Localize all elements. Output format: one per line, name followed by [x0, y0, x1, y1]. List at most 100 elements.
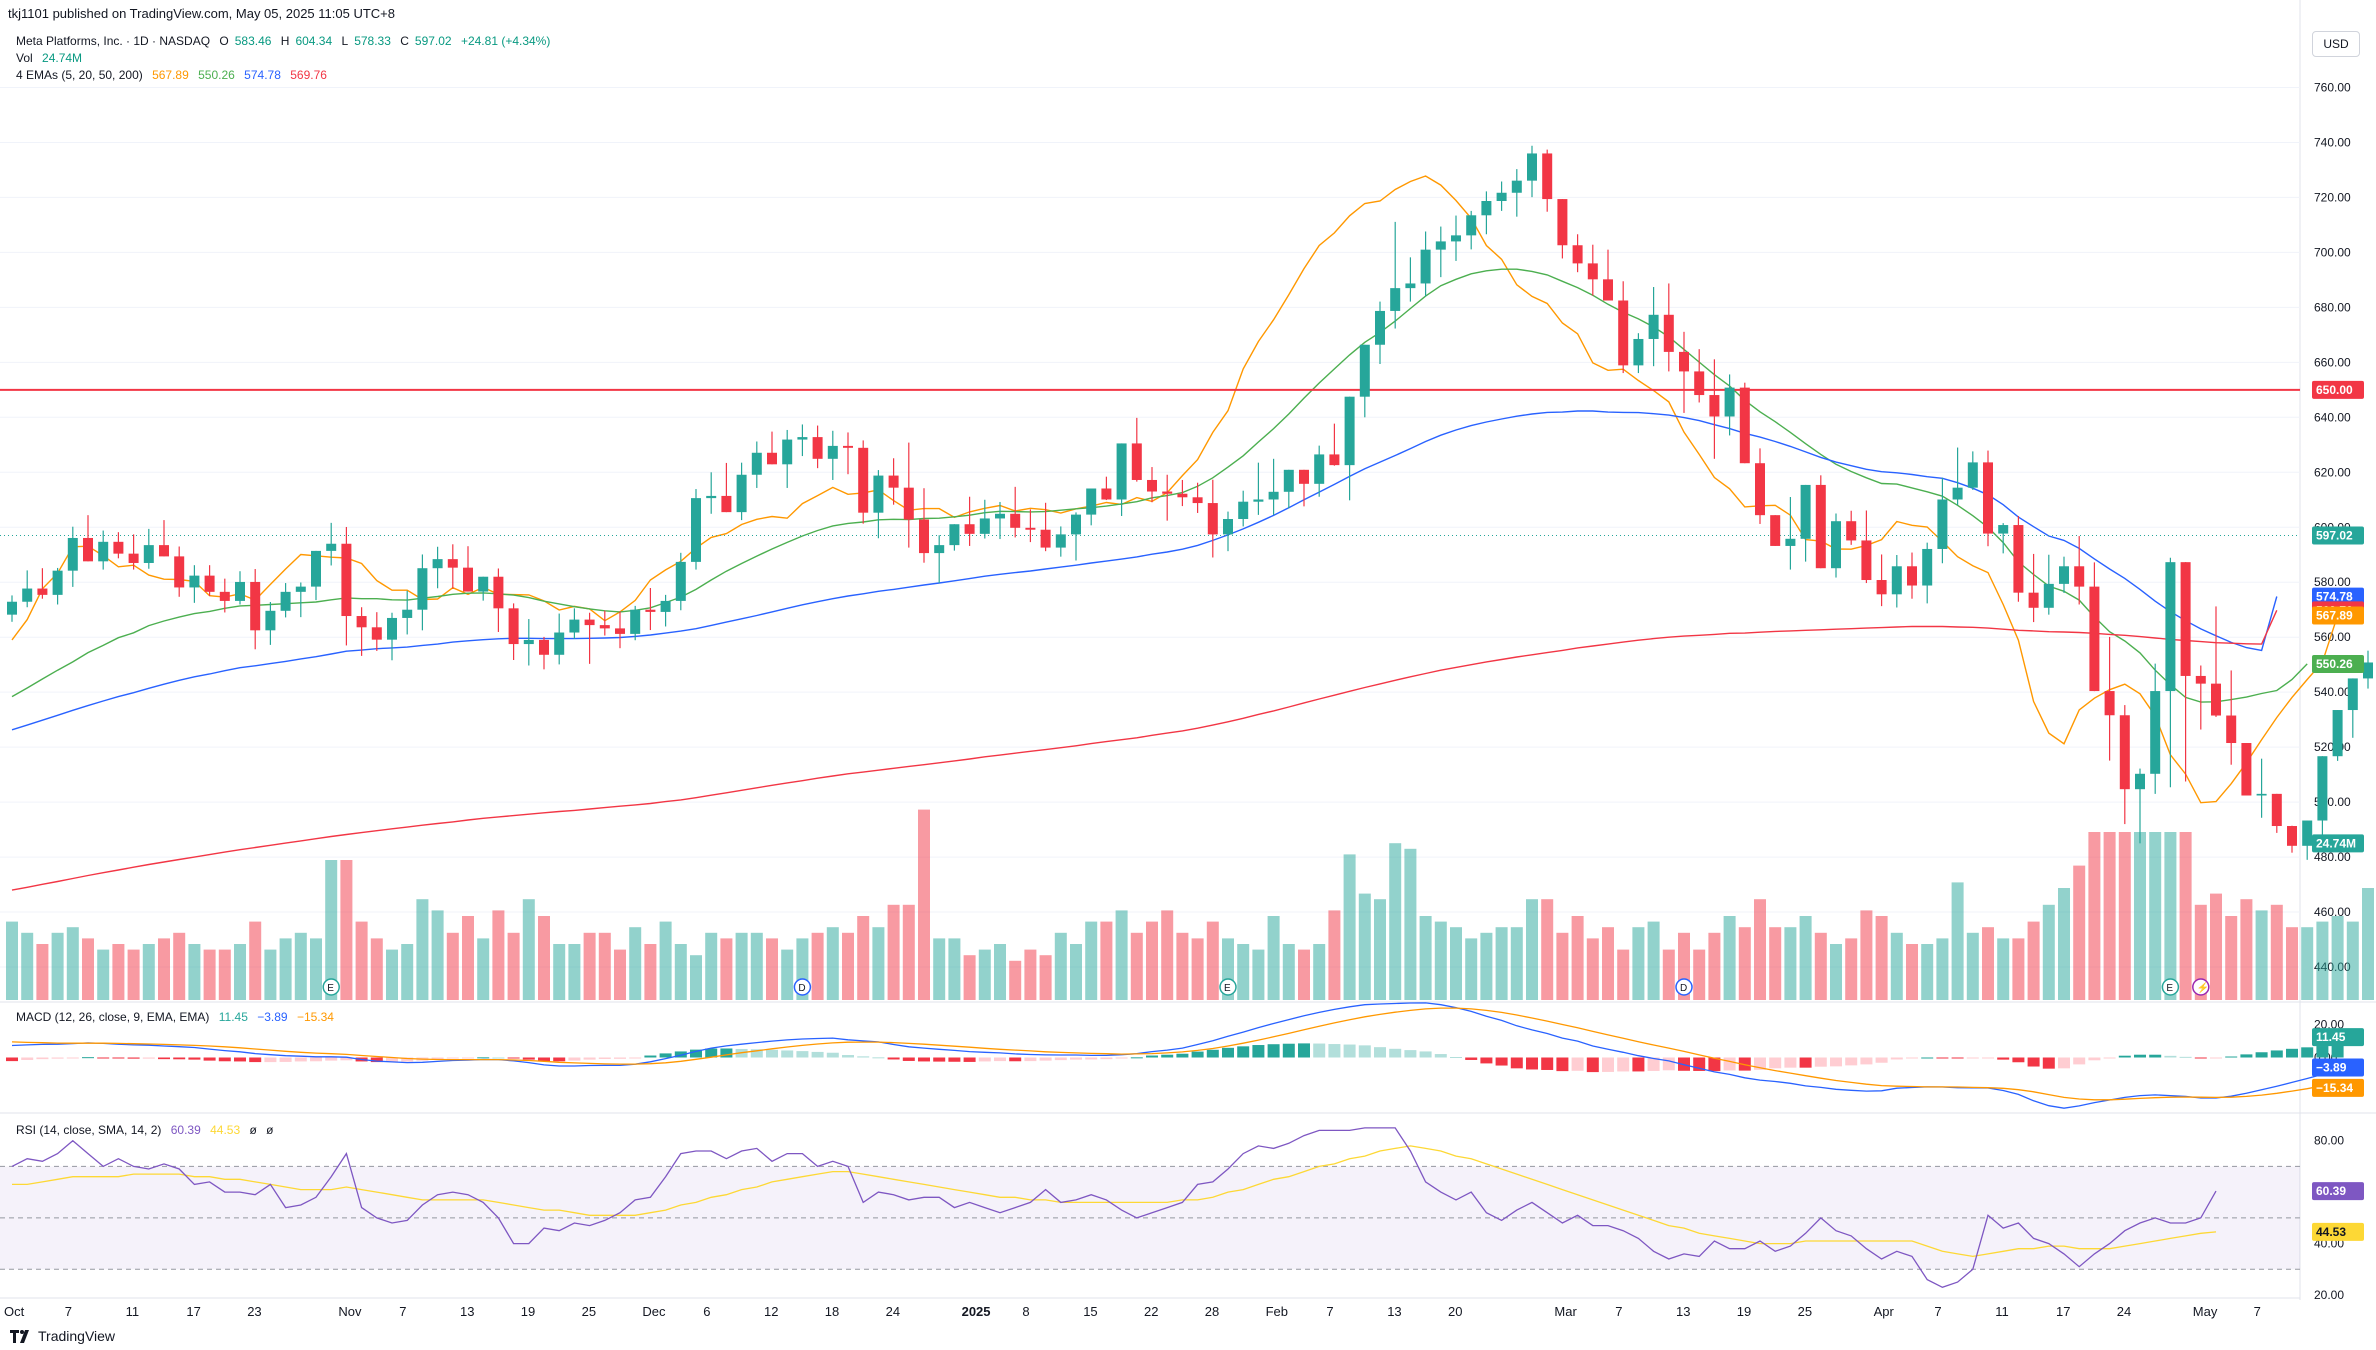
macd-histogram-bar: [948, 1057, 961, 1062]
ema-line: [11, 610, 2278, 891]
macd-histogram-bar: [1161, 1054, 1174, 1058]
volume-bar: [1617, 949, 1630, 1000]
volume-bar: [1237, 944, 1250, 1000]
macd-histogram-bar: [1586, 1057, 1599, 1073]
volume-bar: [1039, 955, 1052, 1000]
volume-bar: [659, 921, 672, 1000]
price-tick-label: 560.00: [2314, 630, 2351, 644]
candle-body: [1876, 580, 1887, 595]
rsi-legend[interactable]: RSI (14, close, SMA, 14, 2) 60.39 44.53 …: [16, 1123, 280, 1137]
volume-bar: [1267, 916, 1280, 1000]
candle-body: [1800, 484, 1811, 539]
macd-histogram-bar: [386, 1057, 398, 1062]
macd-histogram-bar: [796, 1051, 809, 1058]
price-tick-label: 680.00: [2314, 300, 2351, 314]
candle-body: [979, 518, 990, 534]
volume-bar: [918, 809, 930, 1000]
macd-histogram-bar: [1176, 1053, 1189, 1058]
candle-body: [569, 619, 580, 633]
ema-legend[interactable]: 4 EMAs (5, 20, 50, 200) 567.89 550.26 57…: [16, 68, 333, 82]
time-tick-label: Feb: [1266, 1304, 1288, 1319]
candle-body: [1815, 484, 1826, 569]
volume-legend[interactable]: Vol 24.74M: [16, 51, 88, 65]
tradingview-logo-icon: [10, 1329, 32, 1343]
time-tick-label: Mar: [1554, 1304, 1577, 1319]
volume-bar: [781, 949, 794, 1000]
macd-histogram-bar: [1799, 1057, 1812, 1068]
event-marker-label: D: [1680, 983, 1687, 994]
candle-body: [341, 543, 352, 617]
candle-body: [1055, 534, 1066, 548]
macd-histogram-bar: [2301, 1047, 2314, 1058]
volume-bar: [1951, 882, 1964, 1000]
footer-brand-text: TradingView: [38, 1328, 116, 1344]
macd-histogram-bar: [1358, 1045, 1371, 1058]
price-tick-label: 580.00: [2314, 575, 2351, 589]
volume-bar: [1298, 949, 1310, 1000]
macd-histogram-bar: [234, 1057, 246, 1062]
macd-histogram-bar: [2012, 1057, 2025, 1063]
macd-histogram-bar: [2179, 1056, 2192, 1058]
price-label-box: [2312, 834, 2364, 853]
macd-histogram-bar: [492, 1057, 505, 1059]
volume-bar: [2346, 921, 2359, 1000]
candle-body: [675, 561, 686, 601]
macd-histogram-bar: [370, 1057, 383, 1063]
macd-histogram-bar: [629, 1057, 642, 1059]
macd-histogram-bar: [97, 1057, 110, 1059]
volume-bar: [325, 860, 338, 1000]
macd-histogram-bar: [6, 1057, 18, 1062]
time-tick-label: 7: [1934, 1304, 1941, 1319]
time-tick-label: 22: [1144, 1304, 1158, 1319]
candle-body: [1147, 479, 1157, 492]
candle-body: [1694, 371, 1705, 396]
ema-line: [11, 175, 2339, 804]
macd-histogram-bar: [1617, 1057, 1630, 1072]
macd-histogram-bar: [127, 1057, 140, 1059]
symbol-legend[interactable]: Meta Platforms, Inc. · 1D · NASDAQ O 583.…: [16, 34, 556, 48]
volume-bar: [522, 899, 535, 1000]
macd-histogram-bar: [1343, 1044, 1356, 1058]
macd-histogram-bar: [1282, 1043, 1295, 1058]
macd-histogram-bar: [249, 1057, 262, 1063]
low-value: 578.33: [354, 34, 391, 48]
volume-bar: [826, 927, 839, 1000]
price-label-text: 550.26: [2316, 657, 2353, 671]
macd-legend[interactable]: MACD (12, 26, close, 9, EMA, EMA) 11.45 …: [16, 1010, 340, 1024]
volume-bar: [553, 944, 566, 1000]
volume-bar: [1693, 949, 1706, 1000]
rsi-value-4: ø: [266, 1123, 274, 1137]
candle-body: [1967, 462, 1978, 488]
macd-histogram-bar: [538, 1057, 550, 1062]
currency-button[interactable]: USD: [2312, 31, 2360, 57]
candle-body: [98, 541, 109, 562]
candle-body: [660, 600, 671, 612]
macd-histogram-bar: [1845, 1057, 1858, 1066]
volume-bar: [218, 949, 231, 1000]
candle-body: [1177, 493, 1188, 498]
footer-brand[interactable]: TradingView: [10, 1328, 115, 1344]
candle-body: [1390, 288, 1401, 311]
volume-bar: [1358, 893, 1371, 1000]
candle-body: [387, 617, 397, 640]
volume-bar: [401, 944, 414, 1000]
volume-bar: [416, 899, 429, 1000]
macd-histogram-bar: [583, 1057, 596, 1060]
candle-body: [478, 576, 489, 592]
rsi-label-text: 60.39: [2316, 1184, 2346, 1198]
volume-bar: [902, 904, 915, 1000]
volume-bar: [36, 944, 49, 1000]
candle-body: [2180, 562, 2191, 676]
macd-histogram-bar: [1267, 1044, 1280, 1058]
candle-body: [1572, 245, 1583, 264]
rsi-value-3: ø: [249, 1123, 257, 1137]
candle-body: [1603, 279, 1613, 301]
volume-bar: [1070, 944, 1082, 1000]
volume-bar: [1526, 899, 1538, 1000]
macd-histogram-bar: [1526, 1057, 1538, 1070]
time-tick-label: Oct: [4, 1304, 25, 1319]
vol-label: Vol: [16, 51, 33, 65]
price-tick-label: 520.00: [2314, 740, 2351, 754]
volume-bar: [446, 932, 459, 1000]
